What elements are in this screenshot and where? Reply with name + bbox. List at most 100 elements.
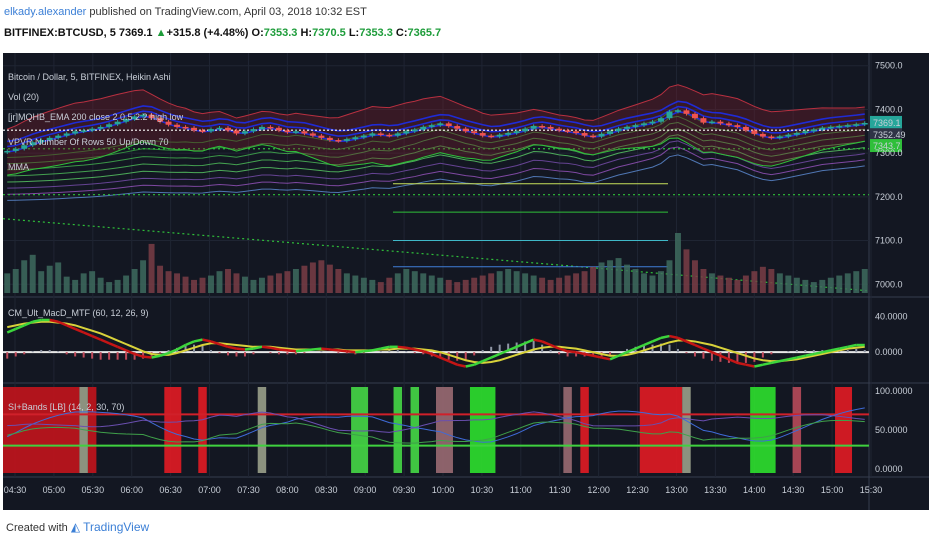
candle-body	[335, 140, 342, 142]
macd-line-segment	[117, 345, 127, 352]
volume-bar	[708, 273, 715, 293]
volume-bar	[624, 264, 631, 293]
volume-bar	[301, 265, 308, 293]
candle-body	[751, 130, 758, 134]
macd-line-segment	[125, 349, 136, 356]
macd-line-segment	[762, 361, 772, 366]
candle-body	[225, 127, 231, 131]
candle-body	[165, 121, 172, 125]
volume-bar	[352, 275, 359, 293]
candle-body	[853, 124, 860, 126]
macd-line-segment	[134, 352, 144, 358]
volume-bar	[496, 271, 503, 293]
macd-line-segment	[355, 350, 364, 354]
candle-body	[454, 126, 461, 129]
macd-line-segment	[465, 363, 475, 368]
volume-bar	[411, 271, 418, 293]
candle-body	[708, 121, 715, 124]
macd-line-segment	[796, 354, 806, 359]
candle-body	[301, 131, 308, 134]
macd-line-segment	[83, 331, 93, 338]
volume-bar	[21, 260, 28, 293]
candle-body	[208, 129, 214, 132]
oscillator-zone-block	[639, 387, 683, 473]
macd-line-segment	[473, 359, 484, 366]
macd-line-segment	[745, 363, 755, 368]
tradingview-brand-link[interactable]: TradingView	[83, 520, 150, 534]
volume-bar	[29, 254, 36, 293]
oscillator-axis-tick: 100.0000	[875, 386, 913, 396]
candle-body	[157, 118, 164, 122]
volume-bar	[785, 275, 792, 293]
time-axis-tick: 12:30	[626, 485, 649, 495]
symbol-label: BITFINEX:BTCUSD, 5	[4, 27, 116, 39]
oscillator-zone-block	[436, 387, 453, 473]
volume-bar	[683, 249, 690, 293]
macd-line-segment	[397, 345, 407, 349]
candle-body	[810, 129, 817, 132]
candle-body	[802, 131, 809, 134]
macd-line-segment	[694, 343, 704, 350]
candle-body	[556, 128, 563, 131]
volume-bar	[632, 269, 639, 293]
macd-line-segment	[372, 347, 382, 352]
volume-bar	[106, 282, 113, 293]
time-axis-tick: 15:30	[860, 485, 883, 495]
price-tag-label: 7343.7	[873, 141, 901, 151]
mma-line	[7, 122, 865, 171]
macd-line-segment	[329, 348, 339, 352]
macd-line-segment	[57, 320, 68, 327]
candle-body	[496, 134, 503, 137]
volume-bar	[182, 276, 189, 293]
macd-line-segment	[448, 359, 458, 366]
volume-bar	[573, 273, 580, 293]
moving-average-line	[7, 100, 865, 143]
volume-bar	[174, 273, 181, 293]
macd-line-segment	[592, 354, 602, 359]
macd-line-segment	[609, 354, 620, 361]
volume-bar	[556, 277, 563, 293]
macd-line-segment	[210, 340, 220, 346]
macd-line-segment	[23, 320, 34, 327]
author-link[interactable]: elkady.alexander	[4, 6, 87, 18]
macd-line-segment	[66, 324, 76, 331]
macd-line-segment	[287, 349, 297, 353]
volume-bar	[199, 277, 206, 293]
candle-body	[437, 123, 444, 126]
macd-line-segment	[304, 348, 314, 352]
volume-bar	[725, 277, 732, 293]
candle-body	[106, 124, 113, 127]
volume-bar	[547, 279, 554, 293]
quote-line: BITFINEX:BTCUSD, 5 7369.1 ▲+315.8 (+4.48…	[4, 27, 441, 39]
candle-body	[488, 135, 495, 138]
time-axis-tick: 07:00	[198, 485, 221, 495]
macd-line-segment	[550, 343, 560, 350]
macd-line-segment	[168, 348, 178, 355]
macd-line-segment	[711, 351, 721, 357]
price-axis-tick: 7300.0	[875, 148, 903, 158]
candle-body	[632, 125, 639, 127]
macd-line-segment	[635, 343, 645, 350]
candle-body	[641, 123, 647, 126]
volume-bar	[607, 260, 614, 293]
candle-body	[547, 126, 554, 129]
candle-body	[343, 139, 350, 141]
macd-line-segment	[652, 336, 662, 343]
candle-body	[844, 125, 851, 127]
candle-body	[522, 128, 529, 132]
low-label: L:	[348, 27, 360, 39]
macd-line-segment	[321, 347, 331, 351]
macd-line-segment	[439, 356, 450, 363]
candle-body	[63, 133, 70, 136]
volume-bar	[326, 264, 333, 293]
candle-body	[471, 131, 478, 134]
candle-body	[292, 131, 299, 133]
macd-line-segment	[346, 350, 356, 354]
volume-bar	[97, 277, 104, 293]
candle-body	[683, 110, 690, 114]
volume-bar	[513, 271, 520, 293]
candle-body	[836, 126, 843, 128]
volume-bar	[343, 273, 350, 293]
candle-body	[530, 126, 537, 129]
